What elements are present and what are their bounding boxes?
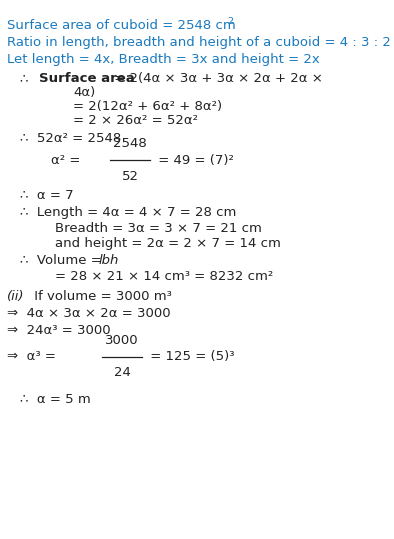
- Text: ∴: ∴: [20, 72, 28, 85]
- Text: Breadth = 3α = 3 × 7 = 21 cm: Breadth = 3α = 3 × 7 = 21 cm: [55, 222, 262, 234]
- Text: If volume = 3000 m³: If volume = 3000 m³: [30, 290, 172, 303]
- Text: 2: 2: [227, 17, 233, 26]
- Text: = 28 × 21 × 14 cm³ = 8232 cm²: = 28 × 21 × 14 cm³ = 8232 cm²: [55, 270, 273, 282]
- Text: 52: 52: [121, 170, 139, 183]
- Text: 24: 24: [114, 367, 130, 379]
- Text: ∴  α = 7: ∴ α = 7: [20, 189, 73, 202]
- Text: Let length = 4x, Breadth = 3x and height = 2x: Let length = 4x, Breadth = 3x and height…: [7, 53, 320, 66]
- Text: 2548: 2548: [113, 137, 147, 150]
- Text: and height = 2α = 2 × 7 = 14 cm: and height = 2α = 2 × 7 = 14 cm: [55, 237, 281, 250]
- Text: ⇒  24α³ = 3000: ⇒ 24α³ = 3000: [7, 324, 111, 337]
- Text: ⇒  4α × 3α × 2α = 3000: ⇒ 4α × 3α × 2α = 3000: [7, 307, 171, 320]
- Text: ∴  Length = 4α = 4 × 7 = 28 cm: ∴ Length = 4α = 4 × 7 = 28 cm: [20, 206, 236, 219]
- Text: lbh: lbh: [98, 254, 119, 267]
- Text: (ii): (ii): [7, 290, 24, 303]
- Text: ⇒  α³ =: ⇒ α³ =: [7, 350, 56, 363]
- Text: α² =: α² =: [51, 154, 81, 167]
- Text: ∴  Volume =: ∴ Volume =: [20, 254, 106, 267]
- Text: ∴  52α² = 2548: ∴ 52α² = 2548: [20, 132, 121, 144]
- Text: = 125 = (5)³: = 125 = (5)³: [146, 350, 234, 363]
- Text: Surface area of cuboid = 2548 cm: Surface area of cuboid = 2548 cm: [7, 19, 236, 32]
- Text: 4α): 4α): [73, 86, 95, 99]
- Text: Ratio in length, breadth and height of a cuboid = 4 : 3 : 2: Ratio in length, breadth and height of a…: [7, 36, 391, 49]
- Text: ∴  α = 5 m: ∴ α = 5 m: [20, 393, 91, 406]
- Text: = 49 = (7)²: = 49 = (7)²: [154, 154, 234, 167]
- Text: = 2(4α × 3α + 3α × 2α + 2α ×: = 2(4α × 3α + 3α × 2α + 2α ×: [110, 72, 323, 85]
- Text: = 2(12α² + 6α² + 8α²): = 2(12α² + 6α² + 8α²): [73, 100, 222, 113]
- Text: Surface area: Surface area: [39, 72, 135, 85]
- Text: 3000: 3000: [105, 334, 139, 347]
- Text: = 2 × 26α² = 52α²: = 2 × 26α² = 52α²: [73, 114, 198, 127]
